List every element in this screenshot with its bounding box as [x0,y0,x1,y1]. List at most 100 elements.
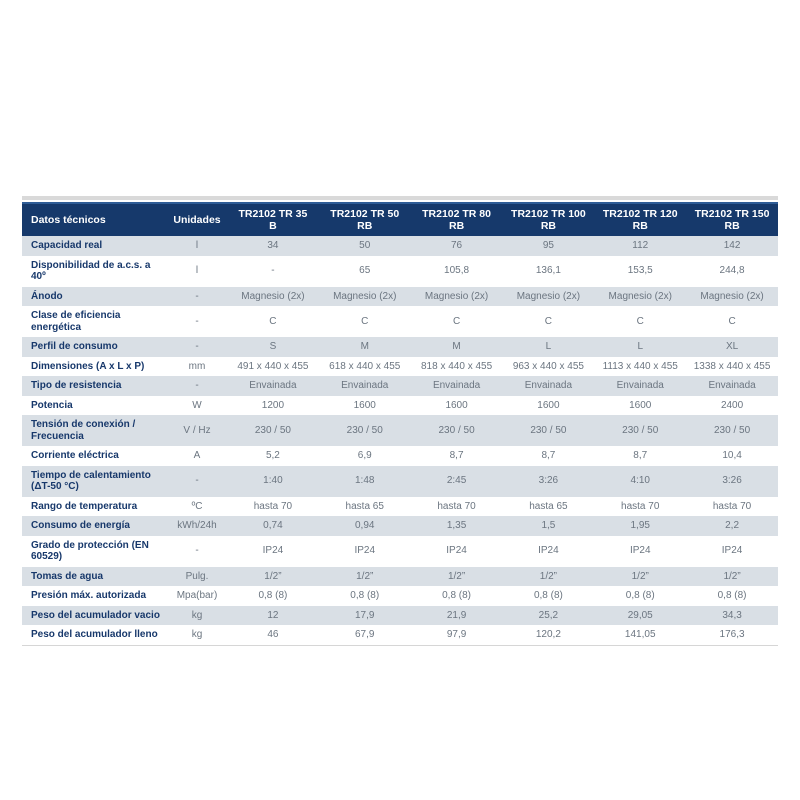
row-value: IP24 [227,535,319,567]
model-name: TR2102 TR 80 [422,208,491,220]
row-value: 818 x 440 x 455 [410,356,503,376]
row-value: Magnesio (2x) [318,286,411,306]
row-value: 1/2” [502,566,595,586]
row-value: IP24 [410,535,503,567]
spec-table-body: Capacidad real l 34 50 76 95 112 142 Disponibili… [22,236,778,646]
row-unit: Mpa(bar) [167,586,227,606]
model-name: TR2102 TR 100 [511,208,586,220]
table-row: Potencia W 1200 1600 1600 1600 1600 2400 [22,395,778,415]
row-label: Tomas de agua [22,566,167,586]
row-label: Peso del acumulador lleno [22,625,167,646]
header-model-column: TR2102 TR 150 RB [686,202,778,236]
table-row: Tiempo de calentamiento (ΔT-50 °C) -1:40 1… [22,465,778,497]
row-value: 230 / 50 [686,415,778,446]
row-value: hasta 70 [686,496,778,516]
row-value: 8,7 [502,446,595,466]
row-value: 34 [227,236,319,256]
row-label: Ánodo [22,286,167,306]
row-value: Envainada [318,376,411,396]
header-model-column: TR2102 TR 100 RB [502,202,595,236]
row-value: 105,8 [410,255,503,287]
row-value: 29,05 [594,605,687,625]
row-value: IP24 [686,535,778,567]
row-label: Grado de protección (EN 60529) [22,535,167,567]
row-value: 3:26 [502,465,595,497]
row-value: 491 x 440 x 455 [227,356,319,376]
row-label: Corriente eléctrica [22,446,167,466]
row-value: 1/2” [594,566,687,586]
row-label: Clase de eficiencia energética [22,306,167,337]
row-value: 176,3 [686,625,778,646]
row-unit: - [167,376,227,396]
row-value: 230 / 50 [410,415,503,446]
model-variant: RB [540,220,556,232]
row-value: 120,2 [502,625,595,646]
row-value: 95 [502,236,595,256]
row-value: C [318,306,411,337]
row-value: 2,2 [686,516,778,536]
row-value: S [227,337,319,357]
row-value: 12 [227,605,319,625]
row-value: 65 [318,255,411,287]
header-datos-tecnicos: Datos técnicos [22,202,167,236]
row-value: 1,35 [410,516,503,536]
model-name: TR2102 TR 35 [238,208,308,220]
table-row: Capacidad real l 34 50 76 95 112 142 [22,236,778,256]
row-value: hasta 65 [318,496,411,516]
table-row: Peso del acumulador vacio kg 12 17,9 21,9 25,… [22,605,778,625]
row-value: 141,05 [594,625,687,646]
header-model-column: TR2102 TR 50 RB [318,202,411,236]
table-row: Dimensiones (A x L x P) mm 491 x 440 x 455… [22,356,778,376]
row-label: Perfil de consumo [22,337,167,357]
row-value: hasta 70 [594,496,687,516]
row-unit: kg [167,625,227,646]
row-value: 17,9 [318,605,411,625]
row-value: 230 / 50 [318,415,411,446]
row-value: C [686,306,778,337]
row-value: - [227,255,319,287]
table-row: Presión máx. autorizada Mpa(bar) 0,8 (8) 0,… [22,586,778,606]
row-unit: l [167,236,227,256]
row-value: 0,8 (8) [318,586,411,606]
row-value: 25,2 [502,605,595,625]
row-value: 963 x 440 x 455 [502,356,595,376]
row-value: IP24 [594,535,687,567]
row-unit: - [167,465,227,497]
row-unit: - [167,337,227,357]
row-value: 10,4 [686,446,778,466]
table-row: Disponibilidad de a.c.s. a 40º l -65 105,8 1… [22,255,778,287]
row-value: Envainada [686,376,778,396]
row-unit: mm [167,356,227,376]
row-label: Dimensiones (A x L x P) [22,356,167,376]
row-value: 6,9 [318,446,411,466]
row-value: 8,7 [410,446,503,466]
model-variant: RB [357,220,373,232]
row-label: Tensión de conexión / Frecuencia [22,415,167,446]
model-name: TR2102 TR 150 [694,208,770,220]
row-value: C [227,306,319,337]
technical-data-table: Datos técnicos Unidades TR2102 TR 35 B TR2… [22,202,778,646]
row-value: M [410,337,503,357]
model-name: TR2102 TR 120 [602,208,678,220]
row-value: 1338 x 440 x 455 [686,356,778,376]
row-value: 1600 [410,395,503,415]
table-top-border [22,196,778,200]
row-unit: kg [167,605,227,625]
row-value: Magnesio (2x) [686,286,778,306]
row-value: Envainada [227,376,319,396]
row-value: 46 [227,625,319,646]
row-value: M [318,337,411,357]
row-value: C [410,306,503,337]
row-value: 0,8 (8) [594,586,687,606]
table-row: Consumo de energía kWh/24h 0,74 0,94 1,35 1,5… [22,516,778,536]
row-value: 1600 [594,395,687,415]
row-value: 0,94 [318,516,411,536]
row-value: 618 x 440 x 455 [318,356,411,376]
row-value: 230 / 50 [227,415,319,446]
row-unit: V / Hz [167,415,227,446]
row-value: 1200 [227,395,319,415]
header-model-column: TR2102 TR 120 RB [594,202,687,236]
table-header: Datos técnicos Unidades TR2102 TR 35 B TR2… [22,202,778,236]
row-value: Magnesio (2x) [594,286,687,306]
row-value: IP24 [318,535,411,567]
